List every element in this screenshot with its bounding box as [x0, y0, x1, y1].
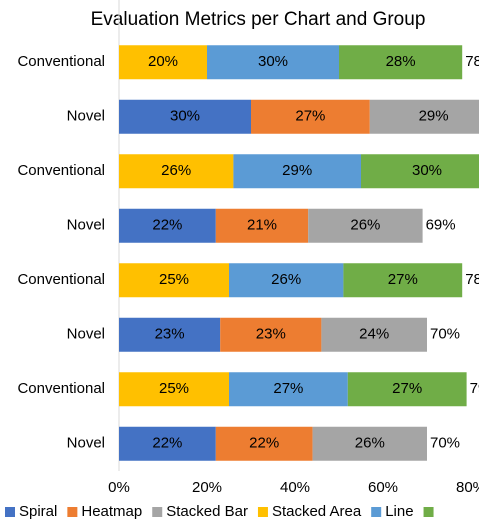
bar-segment	[207, 45, 339, 80]
bar-segment	[347, 372, 467, 407]
data-label: 30%	[258, 53, 288, 70]
data-label: 27%	[392, 380, 422, 397]
y-tick-label: Novel	[67, 326, 105, 343]
data-label: 20%	[148, 53, 178, 70]
data-label: 26%	[350, 217, 380, 234]
bar-segment	[251, 99, 370, 134]
total-label: 79%	[470, 380, 479, 397]
bar-segment	[215, 426, 313, 461]
legend-label: Heatmap	[81, 503, 142, 520]
bar-segment	[119, 99, 251, 134]
legend-label: Stacked Bar	[166, 503, 248, 520]
bar-segment	[321, 317, 427, 352]
y-tick-label: Novel	[67, 435, 105, 452]
data-label: 22%	[152, 435, 182, 452]
bar-segment	[339, 45, 463, 80]
bar-segment	[119, 154, 234, 189]
data-label: 30%	[170, 108, 200, 125]
data-label: 21%	[247, 217, 277, 234]
data-label: 27%	[388, 271, 418, 288]
legend-swatch	[423, 507, 434, 517]
data-label: 26%	[161, 162, 191, 179]
bar-segment	[233, 154, 361, 189]
bar-segment	[119, 426, 216, 461]
y-tick-label: Conventional	[17, 162, 105, 179]
legend-label: Stacked Area	[272, 503, 362, 520]
x-tick-label: 60%	[368, 479, 398, 496]
y-tick-label: Conventional	[17, 380, 105, 397]
data-label: 27%	[273, 380, 303, 397]
legend-label: Line	[385, 503, 413, 520]
bar-segment	[220, 317, 322, 352]
bar-segment	[361, 154, 479, 189]
data-label: 28%	[386, 53, 416, 70]
data-label: 25%	[159, 271, 189, 288]
data-label: 22%	[152, 217, 182, 234]
data-label: 22%	[249, 435, 279, 452]
y-tick-label: Novel	[67, 217, 105, 234]
chart-title: Evaluation Metrics per Chart and Group	[91, 9, 426, 30]
total-label: 70%	[430, 326, 460, 343]
data-label: 29%	[282, 162, 312, 179]
data-label: 29%	[419, 108, 449, 125]
bar-segment	[229, 372, 348, 407]
y-tick-label: Novel	[67, 108, 105, 125]
bar-segment	[119, 372, 229, 407]
data-label: 27%	[295, 108, 325, 125]
legend-swatch	[152, 507, 163, 517]
bar-segment	[229, 263, 344, 298]
x-tick-label: 20%	[192, 479, 222, 496]
total-label: 70%	[430, 435, 460, 452]
total-label: 78%	[465, 271, 479, 288]
y-tick-label: Conventional	[17, 271, 105, 288]
bar-segment	[119, 45, 207, 80]
data-label: 30%	[412, 162, 442, 179]
bar-segment	[119, 263, 229, 298]
bar-segment	[369, 99, 479, 134]
legend-swatch	[257, 507, 268, 517]
data-label: 23%	[155, 326, 185, 343]
data-label: 24%	[359, 326, 389, 343]
legend-swatch	[67, 507, 78, 517]
bar-segment	[119, 208, 216, 243]
legend-label: Spiral	[19, 503, 57, 520]
bar-segment	[119, 317, 221, 352]
bar-segment	[308, 208, 423, 243]
legend-swatch	[5, 507, 15, 517]
x-tick-label: 80%	[456, 479, 479, 496]
data-label: 26%	[355, 435, 385, 452]
y-tick-label: Conventional	[17, 53, 105, 70]
data-label: 26%	[271, 271, 301, 288]
legend-swatch	[371, 507, 382, 517]
total-label: 69%	[426, 217, 456, 234]
data-label: 25%	[159, 380, 189, 397]
bar-segment	[215, 208, 309, 243]
data-label: 23%	[256, 326, 286, 343]
total-label: 78%	[465, 53, 479, 70]
x-tick-label: 0%	[108, 479, 130, 496]
bar-segment	[312, 426, 427, 461]
x-tick-label: 40%	[280, 479, 310, 496]
bar-segment	[343, 263, 463, 298]
